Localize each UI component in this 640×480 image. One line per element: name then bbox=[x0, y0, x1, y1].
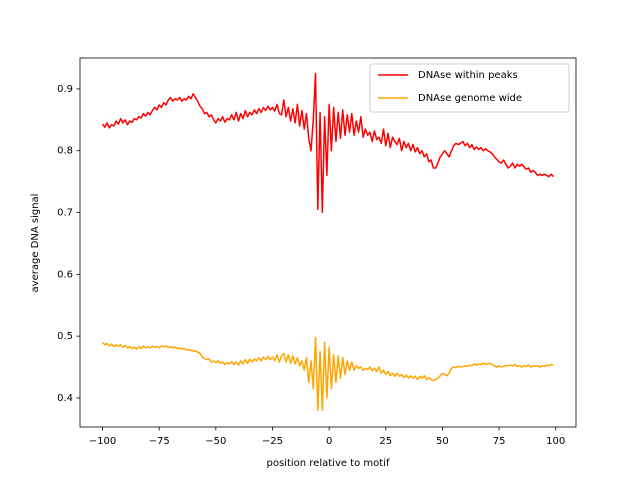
x-tick-label: −100 bbox=[89, 436, 116, 447]
x-tick-label: 25 bbox=[379, 436, 392, 447]
y-tick-label: 0.4 bbox=[57, 393, 73, 404]
y-tick-label: 0.9 bbox=[57, 84, 73, 95]
y-tick-label: 0.8 bbox=[57, 146, 73, 157]
y-tick-label: 0.6 bbox=[57, 269, 73, 280]
x-tick-label: 0 bbox=[326, 436, 332, 447]
x-tick-label: −50 bbox=[205, 436, 226, 447]
y-axis-label: average DNA signal bbox=[30, 194, 41, 293]
x-tick-label: −75 bbox=[149, 436, 170, 447]
x-tick-label: −25 bbox=[262, 436, 283, 447]
y-tick-label: 0.7 bbox=[57, 208, 73, 219]
legend-label: DNAse genome wide bbox=[418, 93, 522, 104]
legend-box bbox=[369, 63, 570, 113]
x-tick-label: 75 bbox=[493, 436, 506, 447]
x-axis-label: position relative to motif bbox=[267, 458, 390, 469]
x-tick-label: 50 bbox=[436, 436, 449, 447]
legend-label: DNAse within peaks bbox=[418, 70, 518, 81]
data-line bbox=[101, 72, 555, 214]
axes-frame bbox=[79, 57, 577, 428]
y-tick-label: 0.5 bbox=[57, 331, 73, 342]
x-tick-label: 100 bbox=[546, 436, 565, 447]
data-line bbox=[101, 336, 554, 412]
